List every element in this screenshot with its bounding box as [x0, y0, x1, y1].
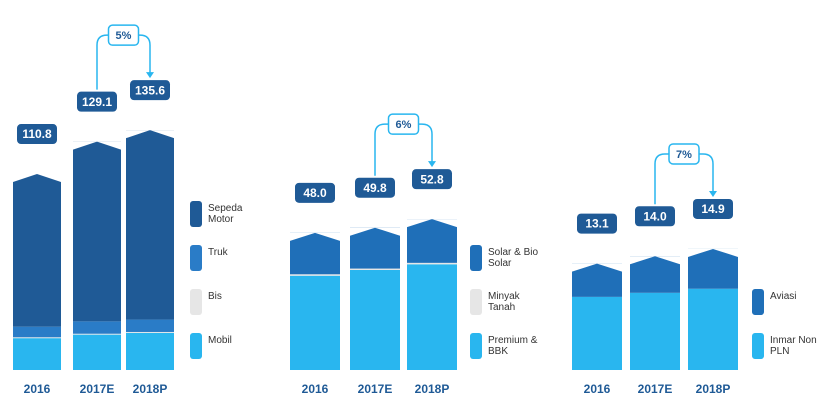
arrow-head — [428, 161, 436, 167]
total-label: 49.8 — [363, 181, 387, 195]
legend-label: Sepeda Motor — [208, 203, 264, 225]
arrow-head — [709, 191, 717, 197]
x-tick-label: 2016 — [584, 382, 611, 396]
total-label: 110.8 — [22, 127, 52, 141]
total-label: 135.6 — [135, 83, 165, 97]
bar-segment — [688, 249, 738, 289]
legend-label: Solar & Bio Solar — [488, 247, 544, 269]
bar-segment — [350, 269, 400, 270]
infographic: 2016 110.8 2017E 129.1 2018P 135.6 5% 2016 48.0 2… — [0, 0, 823, 400]
bar-segment — [407, 264, 457, 370]
bar-segment — [630, 293, 680, 370]
total-label: 129.1 — [82, 95, 112, 109]
total-label: 48.0 — [303, 186, 327, 200]
x-tick-label: 2016 — [24, 382, 51, 396]
legend-swatch — [190, 245, 202, 271]
legend-label: Premium & BBK — [488, 335, 544, 357]
bar-segment — [73, 334, 121, 335]
bar-segment — [73, 321, 121, 333]
legend-label: Truk — [208, 247, 264, 258]
bar-segment — [290, 276, 340, 370]
legend-label: Aviasi — [770, 291, 823, 302]
total-label: 14.0 — [643, 209, 667, 223]
arrow-head — [146, 72, 154, 78]
growth-label: 5% — [116, 30, 132, 42]
bar-segment — [13, 174, 61, 327]
total-label: 13.1 — [585, 217, 609, 231]
bar-segment — [350, 270, 400, 370]
bar-segment — [13, 327, 61, 338]
legend-swatch — [470, 289, 482, 315]
bar-segment — [290, 233, 340, 274]
bar-segment — [126, 333, 174, 370]
bar-segment — [290, 274, 340, 275]
bar-segment — [572, 297, 622, 370]
x-tick-label: 2016 — [302, 382, 329, 396]
bar-segment — [688, 289, 738, 370]
x-tick-label: 2018P — [696, 382, 731, 396]
bar-segment — [126, 130, 174, 319]
total-label: 52.8 — [420, 172, 444, 186]
bar-segment — [13, 338, 61, 370]
legend-label: Inmar Non PLN — [770, 335, 823, 357]
bar-segment — [407, 263, 457, 264]
growth-label: 7% — [676, 149, 692, 161]
bar-segment — [73, 335, 121, 370]
x-tick-label: 2017E — [638, 382, 673, 396]
bar-segment — [73, 142, 121, 322]
legend-label: Bis — [208, 291, 264, 302]
legend-swatch — [470, 333, 482, 359]
legend-label: Minyak Tanah — [488, 291, 544, 313]
total-label: 14.9 — [701, 202, 725, 216]
x-tick-label: 2017E — [358, 382, 393, 396]
legend-swatch — [470, 245, 482, 271]
legend-swatch — [190, 201, 202, 227]
legend-swatch — [752, 289, 764, 315]
legend-swatch — [752, 333, 764, 359]
growth-label: 6% — [396, 119, 412, 131]
x-tick-label: 2017E — [80, 382, 115, 396]
legend-swatch — [190, 333, 202, 359]
x-tick-label: 2018P — [415, 382, 450, 396]
x-tick-label: 2018P — [133, 382, 168, 396]
chart: 2016 110.8 2017E 129.1 2018P 135.6 5% 2016 48.0 2… — [0, 0, 823, 400]
legend-swatch — [190, 289, 202, 315]
bar-segment — [126, 320, 174, 332]
bar-segment — [350, 228, 400, 269]
bar-segment — [407, 219, 457, 263]
bar-segment — [126, 332, 174, 333]
legend-label: Mobil — [208, 335, 264, 346]
bar-segment — [13, 337, 61, 338]
